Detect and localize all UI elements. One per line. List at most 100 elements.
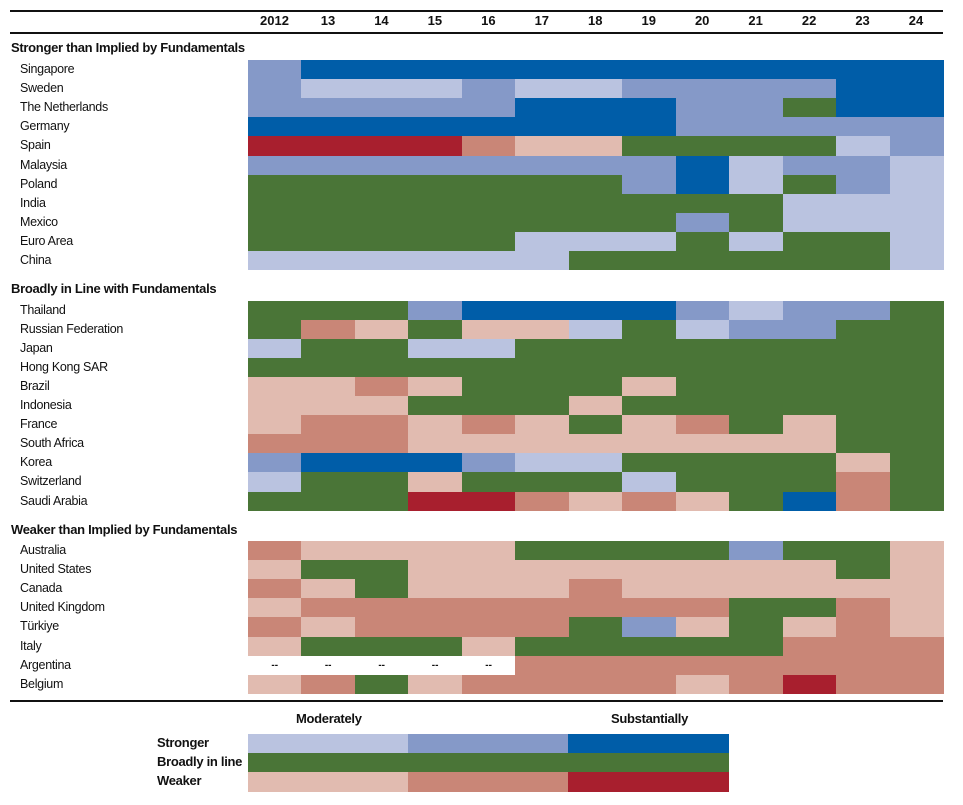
heatmap-cell [568, 598, 623, 618]
heatmap-cell [354, 319, 409, 339]
heatmap-cell [461, 155, 516, 175]
heatmap-cell [836, 598, 891, 618]
heatmap-cell [889, 376, 944, 397]
heatmap-cell [408, 376, 463, 397]
heatmap-cell [408, 598, 463, 618]
column-header: 23 [855, 13, 870, 28]
heatmap-cell [515, 117, 570, 137]
heatmap-cell [782, 636, 837, 656]
row-label: Italy [20, 638, 42, 653]
row-label: Belgium [20, 676, 64, 691]
heatmap-cell [461, 212, 516, 232]
heatmap-cell [836, 376, 891, 397]
heatmap-cell [248, 453, 303, 473]
heatmap-cell [622, 434, 677, 454]
row-label: Spain [20, 138, 51, 153]
heatmap-cell [301, 453, 356, 473]
row-label: The Netherlands [20, 100, 108, 115]
heatmap-cell [515, 560, 570, 580]
heatmap-cell [675, 617, 730, 637]
heatmap-cell [408, 155, 463, 175]
heatmap-cell [782, 338, 837, 358]
heatmap-cell [515, 193, 570, 213]
row-label: India [20, 195, 46, 210]
heatmap-cell [622, 60, 677, 80]
heatmap-cell [782, 541, 837, 561]
heatmap-cell [354, 617, 409, 637]
heatmap-cell [836, 396, 891, 416]
heatmap-cell [515, 136, 570, 156]
heatmap-cell [622, 636, 677, 656]
row-label: Indonesia [20, 398, 72, 412]
heatmap-cell [248, 636, 303, 656]
heatmap-cell [408, 415, 463, 435]
legend-swatch [248, 772, 409, 792]
legend-row-label: Stronger [157, 735, 209, 750]
heatmap-cell [729, 376, 784, 397]
heatmap-cell [675, 579, 730, 599]
heatmap-cell [248, 674, 303, 694]
heatmap-cell [515, 415, 570, 435]
heatmap-cell [408, 491, 463, 511]
heatmap-cell [248, 136, 303, 156]
heatmap-cell [461, 193, 516, 213]
heatmap-cell [301, 396, 356, 416]
heatmap-cell [354, 98, 409, 118]
heatmap-cell [354, 136, 409, 156]
heatmap-cell [568, 174, 623, 194]
heatmap-cell [782, 60, 837, 80]
heatmap-cell [622, 319, 677, 339]
heatmap-cell [515, 598, 570, 618]
heatmap-cell [622, 300, 677, 320]
heatmap-cell [675, 212, 730, 232]
heatmap-cell [515, 231, 570, 252]
heatmap-cell [408, 174, 463, 194]
heatmap-cell [622, 136, 677, 156]
heatmap-cell [301, 60, 356, 80]
column-header: 16 [481, 13, 496, 28]
heatmap-cell [836, 79, 891, 99]
heatmap-cell [782, 300, 837, 320]
heatmap-cell [622, 472, 677, 492]
heatmap-cell [301, 117, 356, 137]
heatmap-cell [675, 560, 730, 580]
heatmap-cell [729, 636, 784, 656]
heatmap-cell [622, 98, 677, 118]
heatmap-cell [354, 155, 409, 175]
heatmap-cell [782, 251, 837, 271]
heatmap-cell [622, 674, 677, 694]
heatmap-cell [889, 415, 944, 435]
column-header: 18 [588, 13, 603, 28]
heatmap-cell [889, 212, 944, 232]
heatmap-cell [622, 560, 677, 580]
column-header: 20 [694, 13, 710, 28]
heatmap-cell [461, 472, 516, 492]
heatmap-cell [729, 655, 784, 675]
heatmap-cell [461, 338, 516, 358]
heatmap-cell [836, 212, 891, 232]
heatmap-cell [515, 376, 570, 397]
row-label: Malaysia [20, 157, 67, 172]
heatmap-cell [782, 453, 837, 473]
column-header: 22 [801, 13, 817, 28]
heatmap-cell [408, 579, 463, 599]
heatmap-cell [622, 231, 677, 252]
heatmap-cell [301, 300, 356, 320]
heatmap-cell [889, 174, 944, 194]
column-header: 2012 [260, 13, 289, 28]
heatmap-cell [622, 579, 677, 599]
heatmap-cell [301, 434, 356, 454]
heatmap-cell [729, 560, 784, 580]
heatmap-cell [408, 541, 463, 561]
heatmap-cell-missing: -- [324, 659, 332, 671]
heatmap-cell [889, 560, 944, 580]
heatmap-cell-missing: -- [378, 659, 385, 671]
heatmap-cell [408, 434, 463, 454]
heatmap-cell [836, 541, 891, 561]
heatmap-cell [782, 415, 837, 435]
heatmap-cell [836, 231, 891, 252]
heatmap-cell [248, 472, 303, 492]
legend-swatch [568, 772, 729, 792]
heatmap-cell [782, 617, 837, 637]
row-label: Korea [20, 455, 52, 470]
